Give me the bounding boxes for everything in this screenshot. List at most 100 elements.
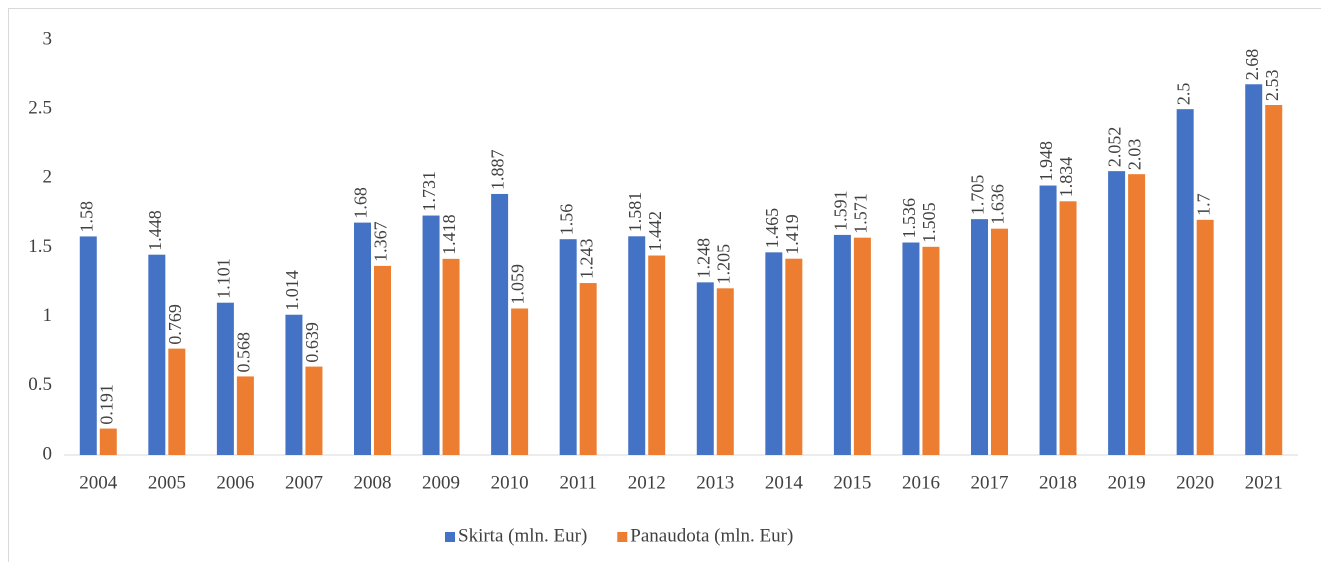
legend-swatch	[617, 532, 628, 542]
bar	[168, 348, 186, 455]
bar	[511, 308, 529, 455]
data-label: 1.448	[145, 210, 165, 251]
x-tick-label: 2011	[560, 472, 597, 493]
x-tick-label: 2018	[1039, 472, 1077, 493]
data-label: 1.248	[693, 238, 713, 279]
data-label: 1.367	[371, 221, 391, 262]
data-label: 2.68	[1242, 49, 1262, 81]
bar	[354, 222, 371, 455]
bar	[305, 366, 323, 455]
bar	[1176, 109, 1194, 456]
y-tick-label: 1	[43, 305, 53, 326]
y-tick-label: 2	[43, 167, 53, 188]
bar	[1245, 84, 1263, 456]
x-tick-label: 2006	[216, 472, 254, 493]
bar	[1108, 171, 1126, 455]
data-label: 1.68	[351, 187, 371, 219]
legend-label: Skirta (mln. Eur)	[458, 525, 587, 546]
data-label: 1.834	[1056, 157, 1076, 198]
x-tick-label: 2016	[902, 472, 940, 493]
bar	[853, 237, 871, 455]
data-label: 0.568	[234, 332, 254, 373]
bar	[442, 258, 460, 455]
data-label: 1.419	[782, 214, 802, 255]
bar	[922, 246, 940, 455]
bar	[422, 215, 440, 455]
x-tick-label: 2013	[696, 472, 734, 493]
data-label: 0.639	[302, 322, 322, 363]
data-label: 1.581	[625, 192, 645, 233]
data-label: 1.571	[851, 193, 871, 234]
bar	[1059, 201, 1077, 455]
data-label: 1.731	[419, 171, 439, 212]
data-label: 1.56	[556, 204, 576, 236]
data-label: 1.101	[214, 258, 234, 299]
bar	[491, 193, 509, 455]
bar	[559, 239, 577, 455]
y-tick-label: 3	[43, 28, 53, 49]
bar	[991, 228, 1008, 455]
bar	[285, 314, 303, 455]
x-tick-label: 2020	[1176, 472, 1214, 493]
bar	[216, 302, 234, 455]
bar	[628, 236, 646, 455]
data-label: 1.948	[1036, 141, 1056, 182]
data-label: 2.052	[1105, 127, 1125, 168]
bar	[902, 242, 920, 455]
data-label: 1.418	[439, 214, 459, 255]
data-label: 1.014	[282, 270, 302, 311]
bar	[971, 219, 988, 455]
bar	[99, 428, 117, 455]
x-tick-label: 2004	[79, 472, 118, 493]
bar	[374, 265, 391, 455]
bar	[1039, 185, 1057, 455]
data-label: 1.58	[76, 201, 96, 233]
data-label: 1.243	[576, 239, 596, 280]
x-tick-label: 2012	[628, 472, 666, 493]
bar	[833, 234, 851, 455]
data-label: 1.059	[508, 264, 528, 305]
bar	[696, 282, 714, 455]
data-label: 1.7	[1193, 193, 1213, 216]
data-label: 0.191	[96, 384, 116, 425]
bar	[785, 258, 803, 455]
x-tick-label: 2008	[354, 472, 392, 493]
y-tick-label: 1.5	[28, 236, 52, 257]
data-label: 1.705	[968, 175, 988, 216]
y-tick-label: 0.5	[28, 374, 52, 395]
y-tick-label: 2.5	[28, 98, 52, 119]
bar	[148, 254, 166, 455]
data-label: 1.505	[919, 202, 939, 243]
x-tick-label: 2021	[1245, 472, 1283, 493]
data-label: 1.205	[713, 244, 733, 285]
bar	[765, 252, 783, 455]
x-tick-label: 2007	[285, 472, 323, 493]
chart-border	[8, 8, 1321, 562]
bar	[1128, 174, 1146, 455]
legend-swatch	[445, 532, 455, 542]
bar	[648, 255, 666, 455]
x-tick-label: 2017	[971, 472, 1009, 493]
data-label: 1.591	[831, 190, 851, 231]
bar	[236, 376, 254, 455]
bar	[716, 288, 734, 455]
data-label: 1.465	[762, 208, 782, 249]
bar	[1265, 105, 1283, 456]
x-tick-label: 2005	[148, 472, 186, 493]
data-label: 2.53	[1262, 70, 1282, 102]
y-tick-label: 0	[43, 443, 53, 464]
x-tick-label: 2014	[765, 472, 804, 493]
x-tick-label: 2015	[833, 472, 871, 493]
data-label: 1.636	[988, 184, 1008, 225]
data-label: 2.5	[1173, 83, 1193, 106]
x-tick-label: 2009	[422, 472, 460, 493]
data-label: 1.442	[645, 211, 665, 252]
bar	[79, 236, 97, 455]
data-label: 1.887	[488, 149, 508, 189]
bar	[1196, 219, 1214, 455]
legend-label: Panaudota (mln. Eur)	[630, 525, 793, 546]
bar	[579, 283, 597, 455]
data-label: 1.536	[899, 198, 919, 239]
x-tick-label: 2019	[1108, 472, 1146, 493]
